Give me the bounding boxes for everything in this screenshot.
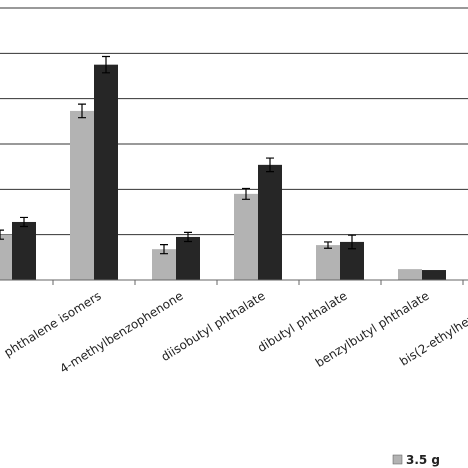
error-bar <box>160 244 168 255</box>
error-bar <box>78 103 86 119</box>
error-bar <box>324 241 332 249</box>
bar <box>94 64 118 281</box>
error-bar <box>266 157 274 173</box>
bar <box>12 221 36 280</box>
bar <box>258 164 282 280</box>
bar <box>234 193 258 280</box>
legend-label: 3.5 g <box>406 453 440 467</box>
bar <box>176 236 200 280</box>
error-bar <box>184 231 192 243</box>
error-bar <box>0 229 4 240</box>
error-bar <box>242 187 250 200</box>
bar <box>422 270 446 280</box>
error-bar <box>20 216 28 228</box>
bar <box>316 245 340 280</box>
bar <box>70 110 94 280</box>
bar <box>398 269 422 280</box>
bar <box>152 249 176 280</box>
error-bar <box>102 55 110 74</box>
legend-swatch <box>392 454 403 465</box>
bar <box>0 234 12 280</box>
error-bar <box>348 234 356 250</box>
